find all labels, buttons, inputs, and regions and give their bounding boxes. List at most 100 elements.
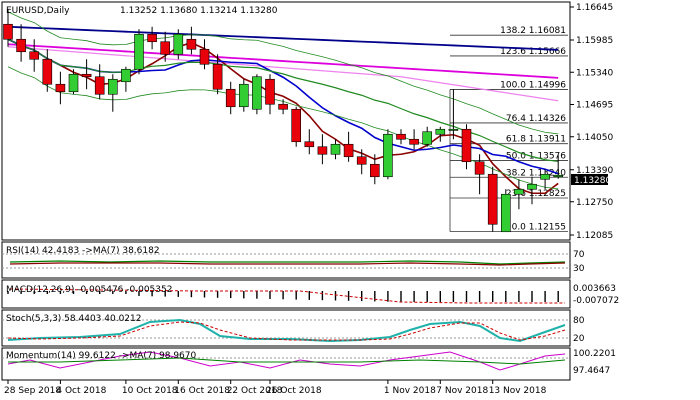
candle-body — [540, 173, 550, 180]
momentum-line — [7, 351, 566, 371]
main-ohlc: 1.13252 1.13680 1.13214 1.13280 — [120, 6, 278, 16]
candle-body — [134, 33, 144, 70]
fib-level-label: 50.0 1.13576 — [506, 151, 566, 161]
candle-body — [330, 143, 341, 155]
stoch-d-line — [7, 321, 566, 341]
candle-body — [225, 88, 236, 108]
fib-level-label: 61.8 1.13911 — [506, 135, 566, 145]
fib-level-label: 138.2 1.16081 — [500, 26, 566, 36]
last-price-badge — [571, 174, 608, 185]
last-price-label: 1.13280 — [574, 176, 611, 186]
fib-level-label: 0.0 1.12155 — [512, 223, 566, 233]
candle-body — [212, 63, 223, 90]
candle-body — [173, 33, 184, 55]
stoch-tick-80: 80 — [573, 316, 585, 326]
momentum-tick-top: 100.2201 — [573, 349, 616, 359]
candle-body — [291, 108, 302, 143]
candle-body — [186, 38, 197, 50]
candle-body — [16, 38, 26, 53]
ma-200-line — [7, 25, 559, 51]
date-tick-label: 13 Nov 2018 — [489, 386, 547, 396]
candle-body — [3, 23, 13, 40]
stoch-k-line — [7, 318, 566, 343]
candle-body — [68, 73, 79, 93]
price-tick-label: 1.14695 — [576, 101, 613, 111]
price-tick-label: 1.16645 — [576, 3, 613, 13]
candles — [3, 9, 564, 233]
candle-body — [55, 83, 66, 93]
candle-body — [487, 173, 498, 225]
candle-body — [383, 133, 393, 178]
candle-body — [94, 76, 105, 95]
candle-body — [81, 73, 92, 78]
price-tick-label: 1.13390 — [576, 166, 613, 176]
date-tick-label: 4 Oct 2018 — [56, 386, 106, 396]
rsi-tick-70: 70 — [573, 250, 585, 260]
candle-body — [121, 68, 131, 83]
rsi-title: RSI(14) 42.4183 ->MA(7) 38.6182 — [6, 246, 160, 256]
rsi-pane-frame — [1, 241, 571, 279]
candle-body — [409, 138, 419, 145]
candle-body — [108, 78, 118, 95]
candle-body — [160, 41, 170, 55]
price-tick-label: 1.15985 — [576, 36, 613, 46]
date-tick-label: 10 Oct 2018 — [122, 386, 178, 396]
candle-body — [500, 193, 511, 233]
rsi-ma-line — [9, 262, 566, 266]
price-tick-label: 1.12085 — [576, 231, 613, 241]
rsi-tick-30: 30 — [573, 264, 585, 274]
momentum-ma-line — [8, 357, 566, 365]
candle-body — [42, 58, 53, 85]
candle-body — [29, 51, 40, 60]
momentum-title: Momentum(14) 99.6122 ->MA(7) 98.9670 — [6, 351, 197, 361]
candle-body — [343, 143, 354, 158]
date-tick-label: 28 Sep 2018 — [4, 386, 61, 396]
candle-body — [369, 163, 380, 178]
fib-level-label: 38.2 1.13240 — [506, 168, 566, 178]
candle-body — [356, 156, 367, 165]
date-tick-label: 7 Nov 2018 — [436, 386, 488, 396]
candle-body — [199, 48, 210, 65]
stoch-title: Stoch(5,3,3) 58.4403 40.0212 — [6, 314, 141, 324]
candle-body — [435, 128, 446, 135]
macd-tick-bottom: -0.007072 — [573, 296, 619, 306]
main-pane-frame — [1, 1, 571, 241]
candle-body — [461, 128, 472, 163]
fib-level-label: 100.0 1.14996 — [500, 80, 566, 90]
price-tick-label: 1.12750 — [576, 198, 613, 208]
date-tick-label: 26 Oct 2018 — [266, 386, 322, 396]
candle-body — [396, 133, 406, 140]
candle-body — [514, 188, 524, 195]
candle-body — [474, 161, 485, 175]
candle-body — [278, 103, 288, 110]
fib-level-label: 76.4 1.14326 — [506, 114, 566, 124]
candle-body — [252, 76, 262, 110]
candle-body — [527, 183, 537, 190]
candle-body — [265, 78, 275, 105]
candle-body — [553, 174, 564, 178]
date-tick-label: 22 Oct 2018 — [227, 386, 283, 396]
ma-100-line — [7, 43, 559, 79]
candle-body — [304, 141, 315, 148]
macd-histogram — [7, 291, 559, 302]
rsi-line — [9, 260, 566, 265]
price-tick-label: 1.14050 — [576, 133, 613, 143]
candle-body — [239, 83, 249, 108]
main-title: EURUSD,Daily — [6, 6, 70, 16]
momentum-tick-bottom: 97.4647 — [573, 366, 610, 376]
date-tick-label: 1 Nov 2018 — [384, 386, 436, 396]
macd-tick-top: 0.003663 — [573, 284, 616, 294]
candle-body — [422, 131, 433, 145]
macd-signal-line — [9, 288, 565, 304]
stoch-tick-20: 20 — [573, 334, 585, 344]
macd-title: MACD(12,26,9) -0.005476 -0.005352 — [6, 285, 172, 295]
candle-body — [147, 33, 157, 43]
price-tick-label: 1.15340 — [576, 68, 613, 78]
ma-55-line — [7, 46, 559, 102]
candle-body — [317, 146, 328, 155]
upper-band-line — [7, 11, 559, 135]
fib-level-label: 123.6 1.15666 — [500, 47, 566, 57]
candle-body — [448, 128, 459, 131]
